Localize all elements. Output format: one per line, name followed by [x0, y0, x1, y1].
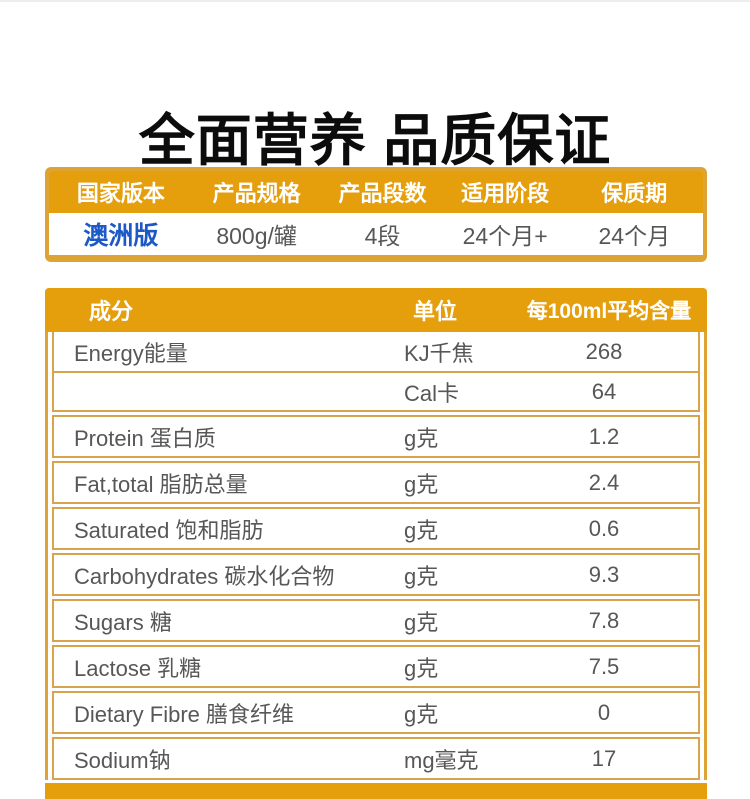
nutrient-amount: 0 — [597, 699, 611, 725]
nutrient-name: Sodium钠 — [74, 747, 171, 773]
spec-header-cell: 产品规格 — [212, 181, 301, 206]
spec-header-cell: 国家版本 — [76, 181, 165, 206]
nutrient-amount: 268 — [585, 338, 623, 364]
nutrient-unit: mg毫克 — [404, 747, 479, 773]
nutrition-row-group: Fat,total 脂肪总量 g克 2.4 — [52, 461, 700, 504]
nutrition-row-group: Lactose 乳糖 g克 7.5 — [52, 645, 700, 688]
top-divider — [0, 0, 750, 2]
spec-value-cell: 800g/罐 — [216, 223, 297, 249]
nutrition-row: Sugars 糖 g克 7.8 — [54, 601, 698, 640]
nutrition-row-group: Saturated 饱和脂肪 g克 0.6 — [52, 507, 700, 550]
nutrient-name: Fat,total 脂肪总量 — [74, 471, 248, 497]
nutrition-table-bottom-bar — [45, 783, 707, 799]
nutrient-amount: 1.2 — [588, 423, 620, 449]
nutrition-row-group: Carbohydrates 碳水化合物 g克 9.3 — [52, 553, 700, 596]
nutrition-header-unit: 单位 — [413, 299, 458, 324]
nutrition-row: Energy能量 KJ千焦 268 — [54, 332, 698, 371]
nutrient-amount: 7.5 — [588, 653, 620, 679]
nutrient-unit: g克 — [404, 563, 439, 589]
spec-header-cell: 适用阶段 — [461, 181, 550, 206]
nutrition-row: Dietary Fibre 膳食纤维 g克 0 — [54, 693, 698, 732]
spec-table-header: 国家版本 产品规格 产品段数 适用阶段 保质期 — [49, 171, 703, 213]
nutrition-row-group: Sodium钠 mg毫克 17 — [52, 737, 700, 780]
nutrient-unit: g克 — [404, 517, 439, 543]
nutrient-amount: 0.6 — [588, 515, 620, 541]
nutrient-name: Sugars 糖 — [74, 609, 172, 635]
spec-value-cell: 24个月+ — [462, 223, 548, 249]
nutrient-name: Saturated 饱和脂肪 — [74, 517, 264, 543]
nutrition-header-name: 成分 — [89, 299, 134, 324]
spec-value-cell: 4段 — [364, 223, 401, 249]
nutrition-table: 成分 单位 每100ml平均含量 Energy能量 KJ千焦 268 Cal卡 64 Pr… — [45, 288, 707, 799]
nutrition-row: Sodium钠 mg毫克 17 — [54, 739, 698, 778]
nutrition-row: Carbohydrates 碳水化合物 g克 9.3 — [54, 555, 698, 594]
nutrient-amount: 17 — [591, 745, 617, 771]
nutrient-amount: 9.3 — [588, 561, 620, 587]
nutrition-row: Lactose 乳糖 g克 7.5 — [54, 647, 698, 686]
nutrient-unit: g克 — [404, 701, 439, 727]
nutrient-unit: g克 — [404, 425, 439, 451]
spec-table-row: 澳洲版 800g/罐 4段 24个月+ 24个月 — [49, 213, 703, 255]
nutrition-row: Fat,total 脂肪总量 g克 2.4 — [54, 463, 698, 502]
spec-value-cell: 24个月 — [598, 223, 671, 249]
nutrient-name: Carbohydrates 碳水化合物 — [74, 563, 335, 589]
nutrition-row-group: Protein 蛋白质 g克 1.2 — [52, 415, 700, 458]
spec-value-version: 澳洲版 — [83, 222, 159, 250]
spec-header-cell: 保质期 — [601, 181, 668, 206]
nutrient-amount: 2.4 — [588, 469, 620, 495]
nutrient-name: Protein 蛋白质 — [74, 425, 216, 451]
nutrient-amount: 64 — [591, 378, 617, 404]
product-spec-table: 国家版本 产品规格 产品段数 适用阶段 保质期 澳洲版 800g/罐 4段 24个月+ 24个月 — [45, 167, 707, 262]
nutrition-row-group: Dietary Fibre 膳食纤维 g克 0 — [52, 691, 700, 734]
nutrient-unit: KJ千焦 — [404, 340, 474, 366]
nutrient-amount: 7.8 — [588, 607, 620, 633]
nutrient-unit: g克 — [404, 471, 439, 497]
nutrient-unit: g克 — [404, 609, 439, 635]
nutrient-name: Energy能量 — [74, 340, 188, 366]
nutrition-row: Protein 蛋白质 g克 1.2 — [54, 417, 698, 456]
nutrition-table-header: 成分 单位 每100ml平均含量 — [45, 288, 707, 332]
nutrient-unit: Cal卡 — [404, 380, 460, 406]
nutrition-header-amount: 每100ml平均含量 — [526, 300, 692, 323]
spec-header-cell: 产品段数 — [338, 181, 427, 206]
nutrition-row: Saturated 饱和脂肪 g克 0.6 — [54, 509, 698, 548]
page-title: 全面营养 品质保证 — [138, 108, 612, 172]
nutrient-unit: g克 — [404, 655, 439, 681]
nutrition-row-group: Sugars 糖 g克 7.8 — [52, 599, 700, 642]
nutrition-table-body: Energy能量 KJ千焦 268 Cal卡 64 Protein 蛋白质 g克 1.2 Fat… — [45, 332, 707, 780]
nutrition-row-group: Energy能量 KJ千焦 268 Cal卡 64 — [52, 332, 700, 412]
nutrient-name: Dietary Fibre 膳食纤维 — [74, 701, 295, 727]
nutrition-row: Cal卡 64 — [54, 371, 698, 410]
nutrient-name: Lactose 乳糖 — [74, 655, 202, 681]
